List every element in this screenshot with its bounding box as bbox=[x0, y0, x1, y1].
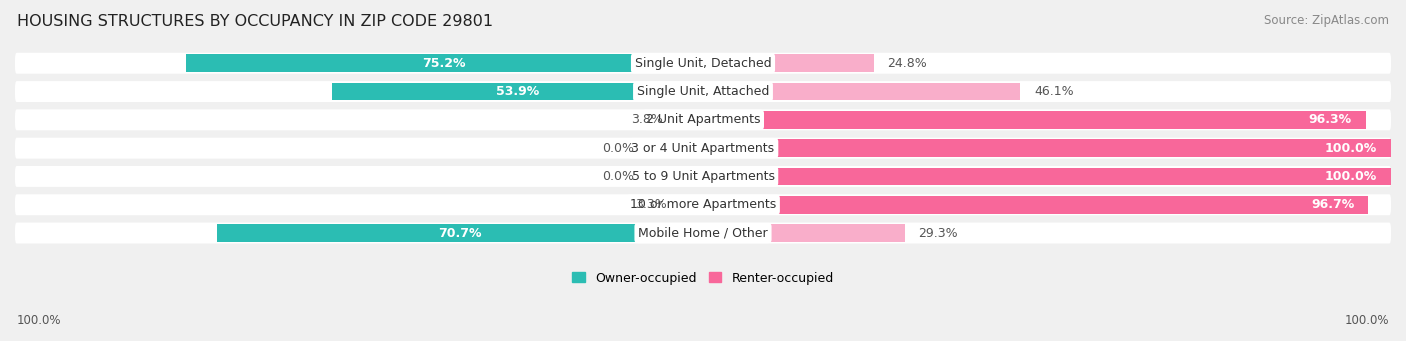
Legend: Owner-occupied, Renter-occupied: Owner-occupied, Renter-occupied bbox=[572, 271, 834, 284]
FancyBboxPatch shape bbox=[15, 166, 1391, 187]
Text: 0.0%: 0.0% bbox=[602, 170, 634, 183]
Text: 53.9%: 53.9% bbox=[496, 85, 540, 98]
Text: 100.0%: 100.0% bbox=[1324, 142, 1378, 155]
Bar bbox=[217, 224, 703, 242]
Text: 75.2%: 75.2% bbox=[423, 57, 465, 70]
Text: 3.3%: 3.3% bbox=[634, 198, 666, 211]
Text: 5 to 9 Unit Apartments: 5 to 9 Unit Apartments bbox=[631, 170, 775, 183]
FancyBboxPatch shape bbox=[15, 194, 1391, 215]
Text: 96.7%: 96.7% bbox=[1312, 198, 1354, 211]
Bar bbox=[703, 55, 873, 72]
Bar bbox=[703, 111, 1365, 129]
FancyBboxPatch shape bbox=[15, 53, 1391, 74]
Text: 2 Unit Apartments: 2 Unit Apartments bbox=[645, 113, 761, 127]
Bar bbox=[676, 111, 703, 129]
Text: 100.0%: 100.0% bbox=[1344, 314, 1389, 327]
FancyBboxPatch shape bbox=[15, 138, 1391, 159]
Bar bbox=[703, 196, 1368, 213]
Text: 96.3%: 96.3% bbox=[1309, 113, 1351, 127]
Bar bbox=[332, 83, 703, 100]
Bar bbox=[703, 83, 1021, 100]
Bar bbox=[648, 139, 703, 157]
Text: 100.0%: 100.0% bbox=[17, 314, 62, 327]
Text: 46.1%: 46.1% bbox=[1033, 85, 1074, 98]
Text: Single Unit, Attached: Single Unit, Attached bbox=[637, 85, 769, 98]
Bar bbox=[681, 196, 703, 213]
Text: 70.7%: 70.7% bbox=[439, 226, 481, 240]
Bar bbox=[703, 168, 1391, 185]
Text: Source: ZipAtlas.com: Source: ZipAtlas.com bbox=[1264, 14, 1389, 27]
Bar bbox=[648, 168, 703, 185]
Text: 3 or 4 Unit Apartments: 3 or 4 Unit Apartments bbox=[631, 142, 775, 155]
Text: 0.0%: 0.0% bbox=[602, 142, 634, 155]
Bar bbox=[186, 55, 703, 72]
Text: 10 or more Apartments: 10 or more Apartments bbox=[630, 198, 776, 211]
FancyBboxPatch shape bbox=[15, 109, 1391, 130]
Text: Single Unit, Detached: Single Unit, Detached bbox=[634, 57, 772, 70]
Bar bbox=[703, 139, 1391, 157]
Bar bbox=[703, 224, 904, 242]
Text: HOUSING STRUCTURES BY OCCUPANCY IN ZIP CODE 29801: HOUSING STRUCTURES BY OCCUPANCY IN ZIP C… bbox=[17, 14, 494, 29]
Text: 3.8%: 3.8% bbox=[631, 113, 664, 127]
Text: 24.8%: 24.8% bbox=[887, 57, 927, 70]
Text: Mobile Home / Other: Mobile Home / Other bbox=[638, 226, 768, 240]
Text: 100.0%: 100.0% bbox=[1324, 170, 1378, 183]
FancyBboxPatch shape bbox=[15, 81, 1391, 102]
FancyBboxPatch shape bbox=[15, 223, 1391, 243]
Text: 29.3%: 29.3% bbox=[918, 226, 957, 240]
